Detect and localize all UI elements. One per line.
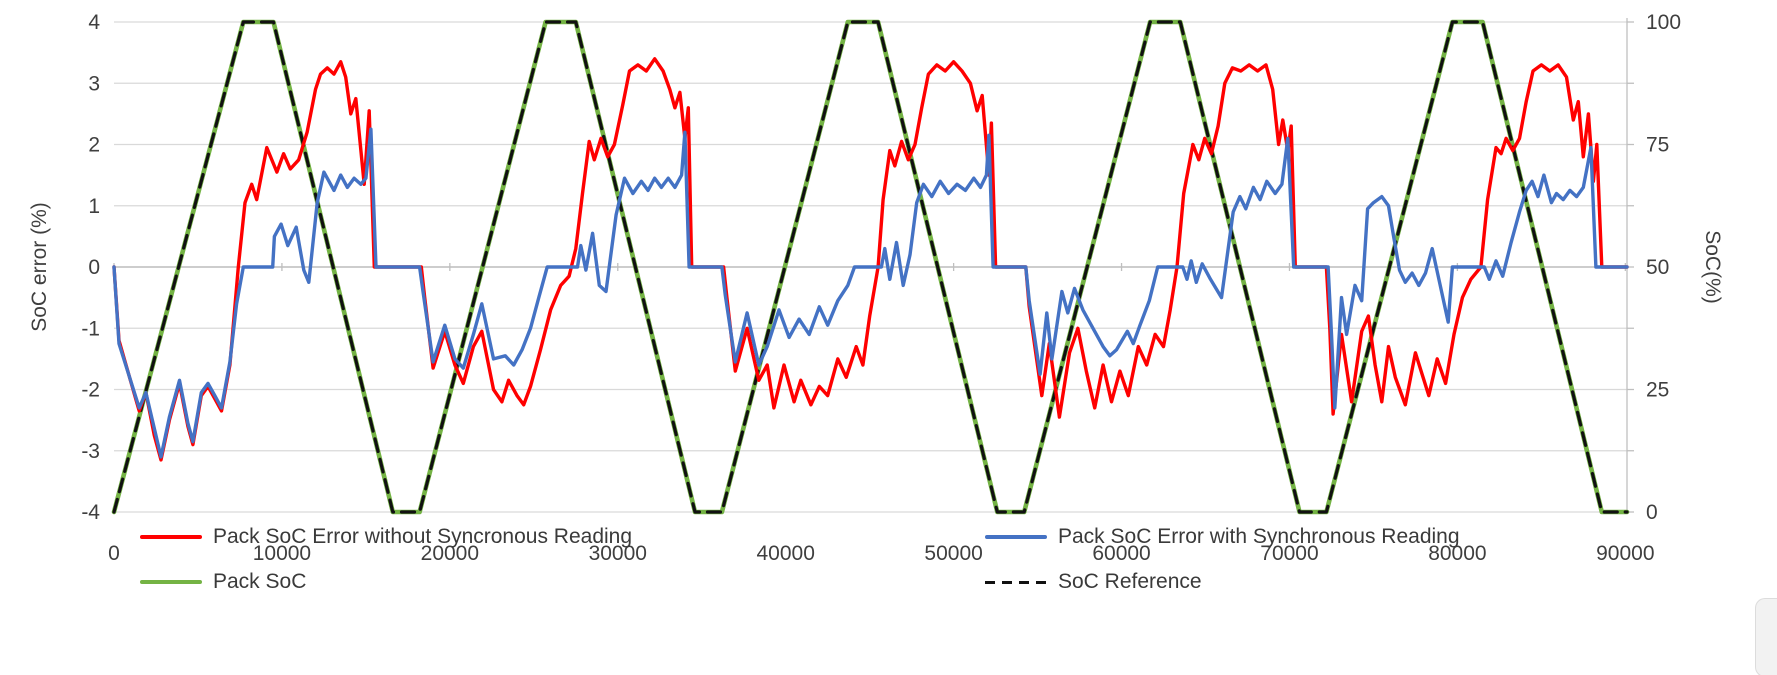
left-axis-title: SoC error (%)	[28, 202, 51, 332]
svg-text:30000: 30000	[589, 542, 647, 565]
svg-text:1: 1	[88, 195, 100, 218]
svg-text:4: 4	[88, 11, 100, 34]
svg-text:25: 25	[1646, 379, 1669, 402]
svg-text:40000: 40000	[756, 542, 814, 565]
left-axis-tick-labels: 4 3 2 1 0 -1 -2 -3 -4	[81, 11, 100, 524]
svg-text:0: 0	[1646, 501, 1658, 524]
scrollbar-thumb[interactable]	[1755, 598, 1777, 675]
svg-text:90000: 90000	[1596, 542, 1654, 565]
legend-item-blue-error: Pack SoC Error with Synchronous Reading	[985, 524, 1460, 550]
right-axis-title: SoC(%)	[1701, 230, 1724, 304]
svg-text:-4: -4	[81, 501, 100, 524]
x-axis-tick-labels: 0 10000 20000 30000 40000 50000 60000 70000 8000…	[108, 542, 1654, 565]
svg-text:20000: 20000	[421, 542, 479, 565]
legend-label-blue-error: Pack SoC Error with Synchronous Reading	[1058, 525, 1460, 548]
series-blue-error	[112, 127, 1629, 459]
svg-text:75: 75	[1646, 134, 1669, 157]
svg-text:-3: -3	[81, 440, 100, 463]
green-line-swatch-icon	[140, 580, 202, 584]
legend-label-pack-soc: Pack SoC	[213, 570, 307, 593]
legend-item-red-error: Pack SoC Error without Syncronous Readin…	[140, 524, 632, 550]
svg-text:80000: 80000	[1428, 542, 1486, 565]
legend-label-soc-reference: SoC Reference	[1058, 570, 1202, 593]
blue-line-swatch-icon	[985, 535, 1047, 539]
svg-text:50000: 50000	[924, 542, 982, 565]
svg-text:100: 100	[1646, 11, 1681, 34]
svg-text:3: 3	[88, 72, 100, 95]
svg-text:-1: -1	[81, 317, 100, 340]
svg-text:70000: 70000	[1260, 542, 1318, 565]
legend-item-soc-reference: SoC Reference	[985, 569, 1202, 595]
svg-text:0: 0	[88, 256, 100, 279]
svg-text:60000: 60000	[1092, 542, 1150, 565]
right-axis-tick-labels: 100 75 50 25 0	[1646, 11, 1681, 524]
legend-item-pack-soc: Pack SoC	[140, 569, 306, 595]
red-line-swatch-icon	[140, 535, 202, 539]
series-soc-reference	[112, 20, 1629, 514]
svg-text:10000: 10000	[253, 542, 311, 565]
svg-text:0: 0	[108, 542, 120, 565]
svg-text:50: 50	[1646, 256, 1669, 279]
svg-text:2: 2	[88, 134, 100, 157]
black-dashed-swatch-icon	[985, 580, 1047, 584]
series-red-error	[112, 57, 1629, 462]
svg-text:-2: -2	[81, 379, 100, 402]
right-axis-line	[1626, 18, 1634, 513]
legend-label-red-error: Pack SoC Error without Syncronous Readin…	[213, 525, 633, 548]
